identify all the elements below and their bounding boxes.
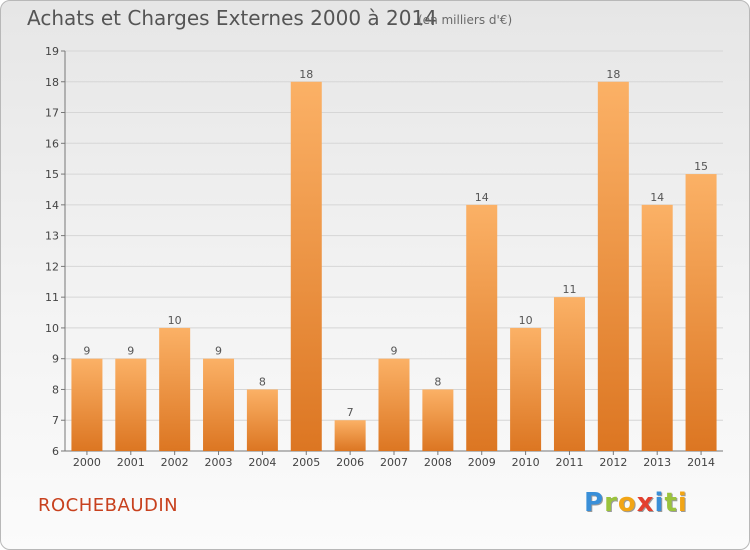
bars <box>71 81 717 452</box>
bar-2008 <box>422 389 454 451</box>
bar-2004 <box>246 389 278 451</box>
y-tick-label: 9 <box>52 353 59 366</box>
bar-2006 <box>334 420 366 451</box>
y-tick-label: 13 <box>45 230 59 243</box>
y-tick-label: 15 <box>45 168 59 181</box>
x-tick-label-2006: 2006 <box>336 456 364 469</box>
x-tick-label-2009: 2009 <box>468 456 496 469</box>
bar-2010 <box>510 327 542 451</box>
data-label-2000: 9 <box>83 345 90 358</box>
x-tick-label-2007: 2007 <box>380 456 408 469</box>
y-tick-label: 16 <box>45 137 59 150</box>
x-tick-label-2004: 2004 <box>248 456 276 469</box>
data-label-2009: 14 <box>475 191 489 204</box>
y-tick-label: 17 <box>45 107 59 120</box>
data-label-2012: 18 <box>606 68 620 81</box>
y-tick-label: 10 <box>45 322 59 335</box>
y-tick-label: 8 <box>52 383 59 396</box>
logo-letter: o <box>617 488 637 518</box>
y-tick-label: 11 <box>45 291 59 304</box>
y-tick-label: 19 <box>45 45 59 58</box>
data-label-2001: 9 <box>127 345 134 358</box>
data-label-2005: 18 <box>299 68 313 81</box>
data-labels: 9 9 10 9 8 18 7 9 8 14 10 11 18 14 15 <box>83 68 708 419</box>
y-tick-label: 6 <box>52 445 59 458</box>
logo-letter: P <box>584 488 605 518</box>
bar-2009 <box>466 204 498 451</box>
y-tick-label: 7 <box>52 414 59 427</box>
data-label-2006: 7 <box>347 406 354 419</box>
data-label-2013: 14 <box>650 191 664 204</box>
bar-2000 <box>71 358 103 451</box>
x-tick-label-2014: 2014 <box>687 456 715 469</box>
data-label-2004: 8 <box>259 375 266 388</box>
x-tick-label-2010: 2010 <box>512 456 540 469</box>
data-label-2002: 10 <box>168 314 182 327</box>
x-tick-label-2000: 2000 <box>73 456 101 469</box>
logo-letter: i <box>654 488 665 518</box>
y-tick-label: 12 <box>45 260 59 273</box>
x-tick-label-2013: 2013 <box>643 456 671 469</box>
chart-title: Achats et Charges Externes 2000 à 2014 <box>27 6 437 30</box>
logo-letter: t <box>664 488 678 518</box>
bar-2007 <box>378 358 410 451</box>
y-tick-label: 14 <box>45 199 59 212</box>
bar-2012 <box>597 81 629 452</box>
y-tick-label: 18 <box>45 76 59 89</box>
x-tick-label-2001: 2001 <box>117 456 145 469</box>
axes: 6 7 8 9 10 11 12 13 14 15 16 17 18 19 2000 2001 2002 2003… <box>45 45 723 469</box>
bar-2013 <box>641 204 673 451</box>
logo-letter: x <box>636 488 655 518</box>
chart-subtitle: (en milliers d'€) <box>418 13 513 27</box>
data-label-2003: 9 <box>215 345 222 358</box>
data-label-2014: 15 <box>694 160 708 173</box>
bar-2014 <box>685 174 717 452</box>
data-label-2007: 9 <box>391 345 398 358</box>
logo-letter: r <box>604 488 618 518</box>
bar-2002 <box>159 327 191 451</box>
x-tick-label-2011: 2011 <box>555 456 583 469</box>
x-tick-label-2005: 2005 <box>292 456 320 469</box>
x-tick-label-2002: 2002 <box>161 456 189 469</box>
bar-2011 <box>553 297 585 451</box>
bar-2003 <box>203 358 235 451</box>
data-label-2010: 10 <box>519 314 533 327</box>
data-label-2011: 11 <box>562 283 576 296</box>
x-tick-label-2003: 2003 <box>205 456 233 469</box>
bar-2001 <box>115 358 147 451</box>
proxiti-logo: Proxiti <box>584 488 688 518</box>
commune-name: ROCHEBAUDIN <box>38 495 179 516</box>
x-tick-label-2008: 2008 <box>424 456 452 469</box>
logo-letter: i <box>677 488 688 518</box>
bar-2005 <box>290 81 322 452</box>
x-tick-label-2012: 2012 <box>599 456 627 469</box>
data-label-2008: 8 <box>434 375 441 388</box>
